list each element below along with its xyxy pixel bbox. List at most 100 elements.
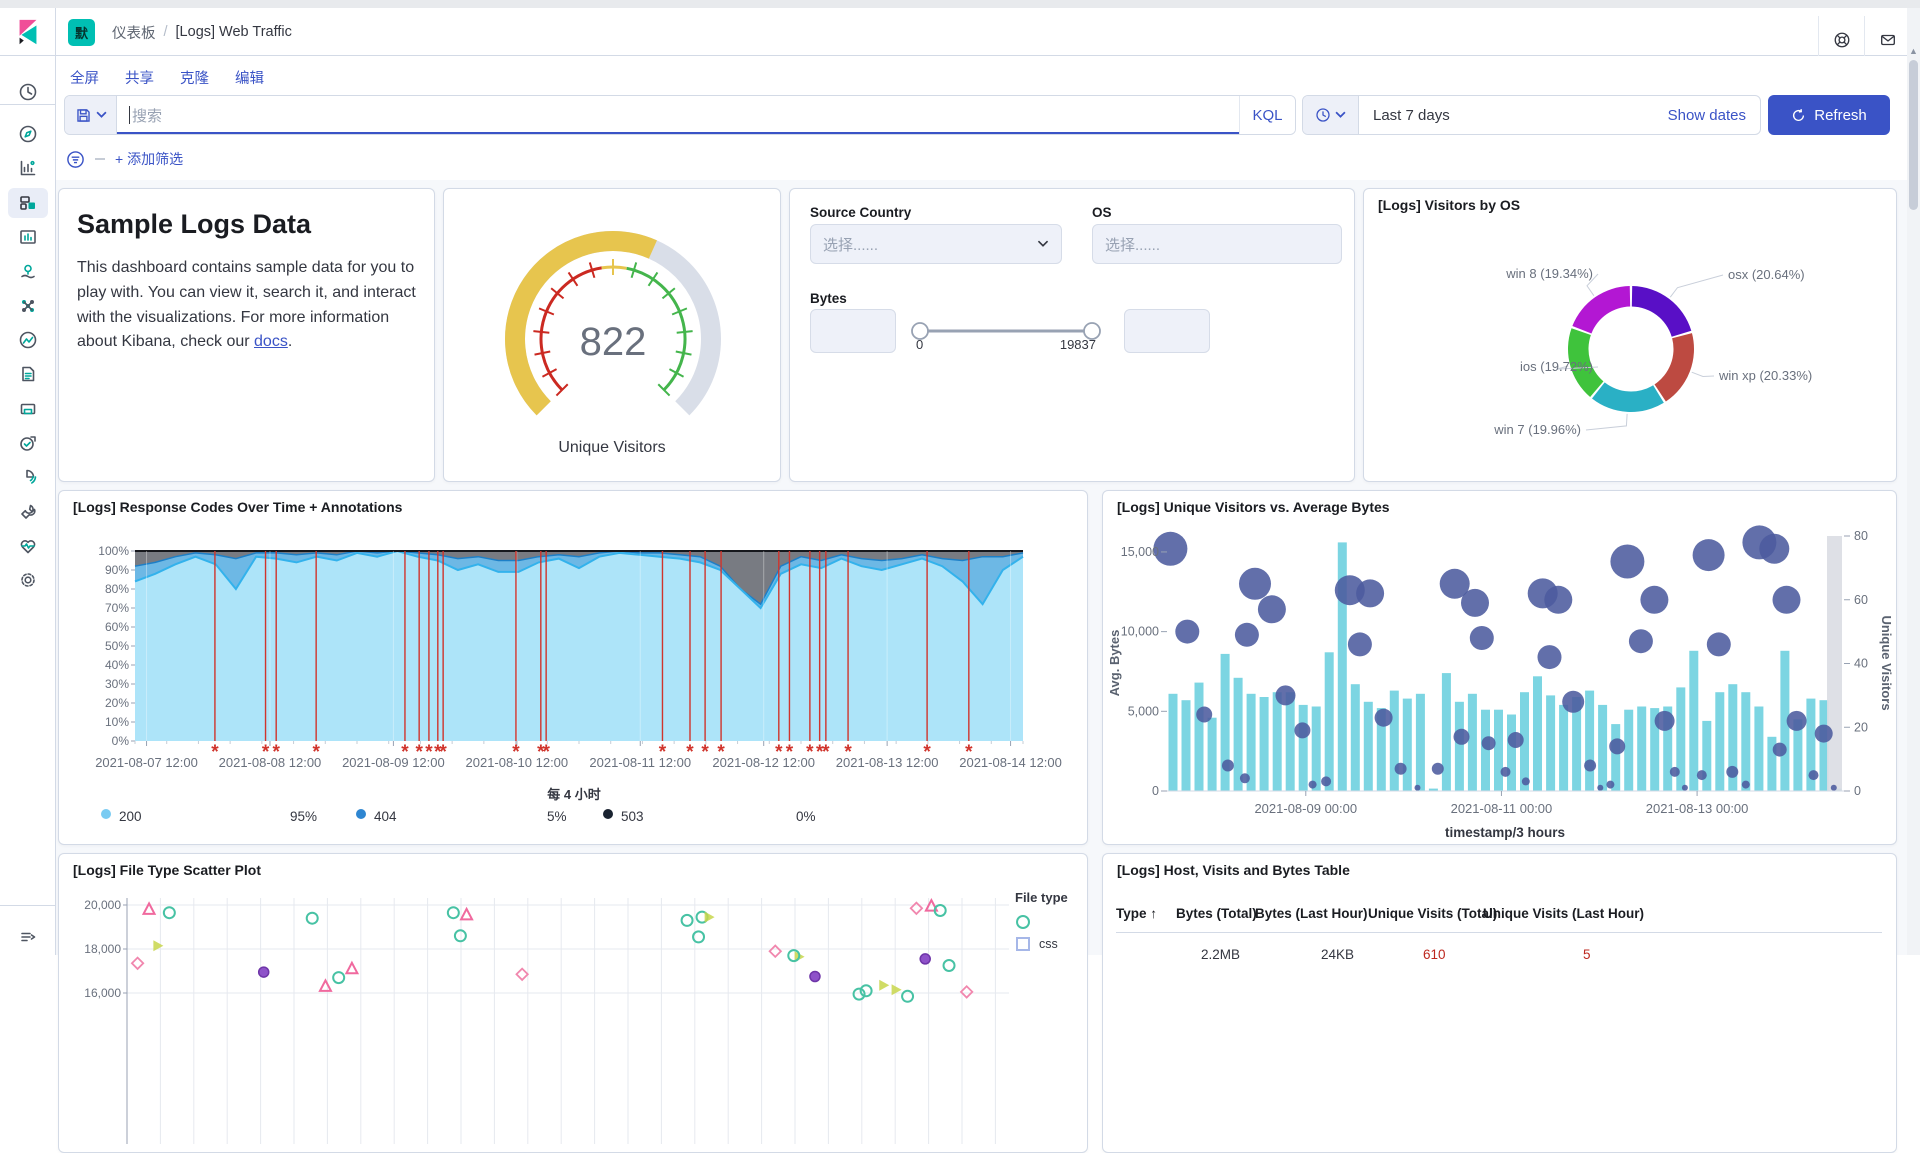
slider-handle-max[interactable] <box>1083 322 1101 340</box>
sidebar-item-uptime[interactable] <box>8 428 48 458</box>
top-navigation-bar: 默 仪表板 / [Logs] Web Traffic <box>0 8 1920 64</box>
time-picker: Last 7 days Show dates <box>1302 95 1761 135</box>
main-content: 全屏 共享 克隆 编辑 搜索 KQL <box>56 56 1920 1153</box>
svg-text:*: * <box>415 742 423 763</box>
time-quick-menu-button[interactable] <box>1303 96 1359 134</box>
slider-handle-min[interactable] <box>911 322 929 340</box>
fullscreen-button[interactable]: 全屏 <box>70 70 99 87</box>
svg-text:60%: 60% <box>105 620 129 634</box>
docs-link[interactable]: docs <box>254 333 288 351</box>
file-type-scatter-chart[interactable]: 20,000 18,000 16,000 <box>59 854 1088 1153</box>
saved-query-menu-button[interactable] <box>65 96 117 134</box>
column-header-type[interactable]: Type ↑ <box>1116 906 1158 921</box>
bytes-max-input[interactable] <box>1124 309 1210 353</box>
svg-text:*: * <box>717 742 725 763</box>
panel-unique-visitors-gauge: 822 Unique Visitors <box>443 188 781 482</box>
breadcrumb-section[interactable]: 仪表板 <box>112 25 156 42</box>
svg-text:20: 20 <box>1854 720 1868 734</box>
legend-item-503[interactable]: 503 <box>621 809 644 824</box>
svg-text:*: * <box>923 742 931 763</box>
sidebar-item-stack-monitoring[interactable] <box>8 531 48 561</box>
management-icon <box>18 570 38 590</box>
svg-text:*: * <box>211 742 219 763</box>
range-max-label: 19837 <box>1059 337 1096 352</box>
sidebar-item-console[interactable] <box>8 394 48 424</box>
circle-symbol-icon <box>1016 915 1030 929</box>
svg-text:2021-08-14 12:00: 2021-08-14 12:00 <box>959 755 1062 770</box>
sidebar-item-metrics[interactable] <box>8 325 48 355</box>
sidebar-item-recent[interactable] <box>8 77 48 107</box>
filter-divider <box>95 158 105 160</box>
visitors-by-os-donut-chart[interactable]: osx (20.64%) win xp (20.33%) win 7 (19.96%… <box>1364 189 1897 482</box>
save-icon <box>76 108 90 122</box>
sidebar-collapse-toggle[interactable] <box>8 922 48 952</box>
search-bar: 搜索 KQL <box>64 95 1296 135</box>
kibana-logo-button[interactable] <box>0 8 56 56</box>
svg-text:60: 60 <box>1854 593 1868 607</box>
sort-asc-icon: ↑ <box>1150 906 1158 921</box>
sidebar-item-visualize[interactable] <box>8 153 48 183</box>
visitors-vs-bytes-chart[interactable]: 0 5,000 10,000 15,000 0 20 40 60 80 2021-08-09 00… <box>1103 491 1897 845</box>
sidebar-item-maps[interactable] <box>8 256 48 286</box>
bytes-range-slider[interactable] <box>908 309 1104 353</box>
apm-icon <box>18 467 38 487</box>
time-range-value[interactable]: Last 7 days <box>1373 106 1450 124</box>
sidebar-item-dashboard[interactable] <box>8 188 48 218</box>
scrollbar-thumb[interactable] <box>1909 60 1918 210</box>
sidebar-item-machine-learning[interactable] <box>8 291 48 321</box>
sidebar-item-discover[interactable] <box>8 119 48 149</box>
sidebar-item-apm[interactable] <box>8 462 48 492</box>
space-switcher-badge[interactable]: 默 <box>68 19 95 46</box>
svg-text:*: * <box>786 742 794 763</box>
page-scrollbar[interactable]: ▲ <box>1907 8 1920 955</box>
legend-value-404: 5% <box>547 809 567 824</box>
gauge-chart[interactable]: 822 <box>448 199 778 434</box>
logs-icon <box>18 364 38 384</box>
sidebar-item-canvas[interactable] <box>8 222 48 252</box>
sidebar-item-dev-tools[interactable] <box>8 497 48 527</box>
column-header-unique-total[interactable]: Unique Visits (Total) <box>1368 906 1498 921</box>
show-dates-button[interactable]: Show dates <box>1667 106 1746 124</box>
maps-icon <box>18 261 38 281</box>
svg-text:40: 40 <box>1854 657 1868 671</box>
svg-text:*: * <box>512 742 520 763</box>
legend-item-200[interactable]: 200 <box>119 809 142 824</box>
source-country-select[interactable]: 选择...... <box>810 224 1062 264</box>
panel-title: [Logs] File Type Scatter Plot <box>73 862 261 878</box>
svg-text:*: * <box>822 742 830 763</box>
clone-button[interactable]: 克隆 <box>180 70 209 87</box>
svg-text:osx (20.64%): osx (20.64%) <box>1728 267 1805 282</box>
gauge-label: Unique Visitors <box>558 439 666 456</box>
svg-text:*: * <box>439 742 447 763</box>
column-header-unique-last-hour[interactable]: Unique Visits (Last Hour) <box>1483 906 1645 921</box>
column-header-bytes-total[interactable]: Bytes (Total) <box>1176 906 1257 921</box>
help-menu-button[interactable] <box>1818 16 1864 64</box>
query-bar-row: 搜索 KQL Last 7 days Show dates Refresh <box>64 95 1912 135</box>
filter-menu-icon[interactable] <box>66 150 85 169</box>
kibana-logo-icon <box>19 19 36 45</box>
scatter-legend-item-css[interactable]: css <box>1015 933 1085 955</box>
svg-text:50%: 50% <box>105 639 129 653</box>
share-button[interactable]: 共享 <box>125 70 154 87</box>
sidebar-item-logs[interactable] <box>8 359 48 389</box>
legend-item-404[interactable]: 404 <box>374 809 397 824</box>
bytes-min-input[interactable] <box>810 309 896 353</box>
sidebar-item-management[interactable] <box>8 565 48 595</box>
scatter-legend-item[interactable] <box>1015 911 1085 933</box>
edit-button[interactable]: 编辑 <box>235 70 264 87</box>
scrollbar-up-arrow[interactable]: ▲ <box>1909 46 1918 56</box>
add-filter-button[interactable]: + 添加筛选 <box>115 151 184 167</box>
os-select[interactable]: 选择...... <box>1092 224 1342 264</box>
newsfeed-icon <box>1880 34 1895 46</box>
markdown-body: This dashboard contains sample data for … <box>77 259 416 351</box>
response-codes-area-chart[interactable]: 0% 10% 20% 30% 40% 50% 60% 70% 80% 90% 100% 2021-08… <box>59 491 1088 791</box>
search-input[interactable]: 搜索 <box>117 96 1239 134</box>
discover-icon <box>18 124 38 144</box>
svg-text:*: * <box>965 742 973 763</box>
table-header-divider <box>1116 932 1882 933</box>
svg-text:0%: 0% <box>112 734 130 748</box>
refresh-button[interactable]: Refresh <box>1768 95 1890 135</box>
column-header-bytes-last-hour[interactable]: Bytes (Last Hour) <box>1255 906 1368 921</box>
newsfeed-button[interactable] <box>1864 16 1910 64</box>
kql-syntax-button[interactable]: KQL <box>1239 96 1295 134</box>
